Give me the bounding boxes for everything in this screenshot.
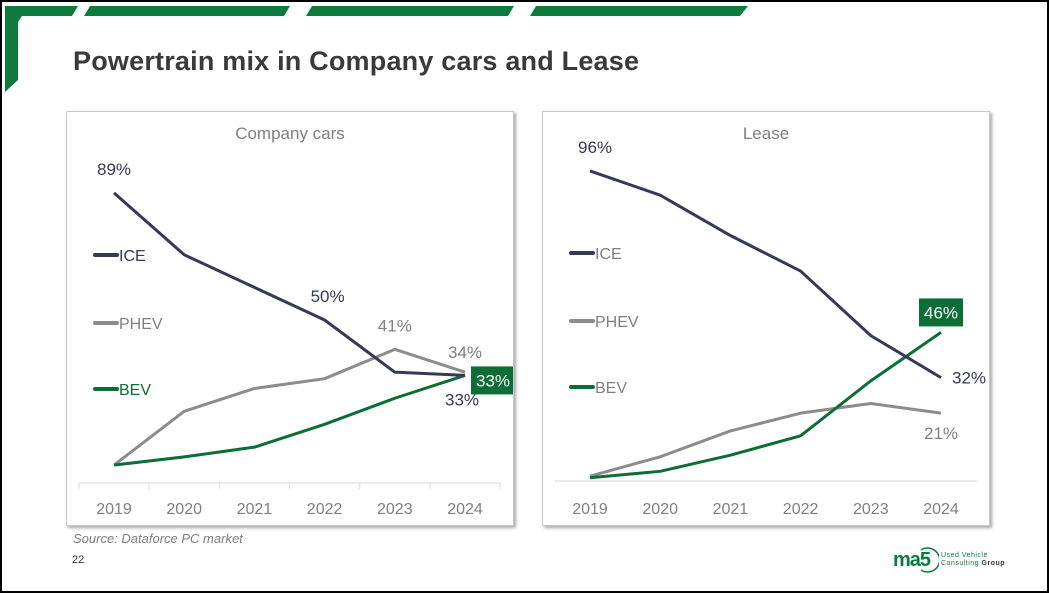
legend-label-bev: BEV [119,382,151,399]
series-line-ice [589,169,942,379]
data-label-phev: 41% [378,316,412,335]
x-tick-label: 2022 [307,501,343,518]
x-tick-label: 2024 [923,501,959,518]
chart-lease: Lease 2019 2020 2021 2022 2023 2024 ICE PHEV BEV 9… [555,124,986,518]
logo-mark: ma5 [893,549,931,571]
page-title: Powertrain mix in Company cars and Lease [73,46,640,76]
x-tick-label: 2021 [713,501,749,518]
chart-panel-company-cars: Company cars 2019 2020 2021 2022 2023 2024 ICE P… [66,111,514,526]
x-tick-label: 2024 [447,501,483,518]
chart-panel-lease: Lease 2019 2020 2021 2022 2023 2024 ICE PHEV BEV 9… [542,111,990,526]
header-stripe [84,6,290,16]
chart-company-cars: Company cars 2019 2020 2021 2022 2023 2024 ICE P… [78,124,513,518]
series-line-ice [113,191,466,377]
data-label-ice: 50% [311,287,345,306]
header-stripe [306,6,514,16]
data-label-bev: 33% [476,371,510,390]
data-label-ice: 33% [445,390,479,409]
x-tick-label: 2021 [237,501,273,518]
series-line-phev [113,347,466,467]
logo-line2a: Consulting [941,560,982,567]
legend-label-phev: PHEV [595,314,639,331]
x-tick-label: 2023 [377,501,413,518]
company-logo: ma5 Used Vehicle Consulting Group [893,547,1023,573]
x-tick-label: 2019 [572,501,608,518]
logo-tagline: Used Vehicle Consulting Group [941,552,1005,568]
logo-line1: Used Vehicle [941,552,988,559]
header-stripe [530,6,748,16]
legend-label-bev: BEV [595,380,627,397]
logo-line2b: Group [981,560,1006,567]
header-decoration [0,6,748,92]
logo-swoosh-icon [920,547,939,573]
data-label-phev: 21% [924,424,958,443]
data-label-ice: 89% [97,160,131,179]
page-number: 22 [72,554,85,566]
series-line-bev [589,331,942,480]
legend-label-ice: ICE [119,248,146,265]
data-label-ice: 32% [952,369,986,388]
corner-accent [0,6,78,92]
logo-line2: Consulting Group [941,560,1005,568]
x-tick-label: 2019 [96,501,132,518]
series-line-bev [113,373,466,467]
x-tick-label: 2020 [166,501,202,518]
data-label-highlight-box [471,366,513,395]
chart-title: Lease [743,124,789,143]
series-line-phev [589,401,942,478]
x-tick-label: 2023 [853,501,889,518]
data-label-highlight-box [919,298,963,327]
legend-label-phev: PHEV [119,316,163,333]
source-note: Source: Dataforce PC market [73,531,243,546]
data-label-ice: 96% [578,138,612,157]
data-label-phev: 34% [448,343,482,362]
x-tick-label: 2020 [642,501,678,518]
chart-title: Company cars [235,124,345,143]
data-label-bev: 46% [924,303,958,322]
x-tick-label: 2022 [783,501,819,518]
legend-label-ice: ICE [595,246,622,263]
